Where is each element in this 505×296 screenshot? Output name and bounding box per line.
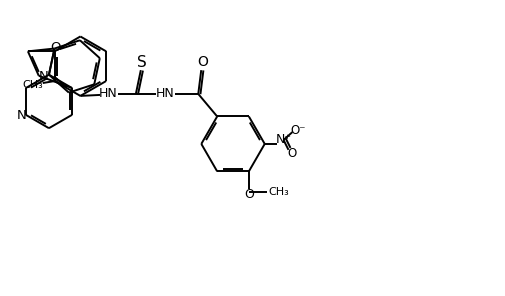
Text: HN: HN <box>98 87 117 100</box>
Text: N: N <box>17 109 27 122</box>
Text: N: N <box>39 70 48 83</box>
Text: O: O <box>243 188 254 201</box>
Text: HN: HN <box>156 87 175 100</box>
Text: CH₃: CH₃ <box>268 187 288 197</box>
Text: O: O <box>196 55 207 69</box>
Text: N⁺: N⁺ <box>275 133 291 147</box>
Text: S: S <box>137 55 146 70</box>
Text: O: O <box>50 41 61 54</box>
Text: O: O <box>287 147 296 160</box>
Text: CH₃: CH₃ <box>22 80 43 90</box>
Text: O⁻: O⁻ <box>290 123 306 136</box>
